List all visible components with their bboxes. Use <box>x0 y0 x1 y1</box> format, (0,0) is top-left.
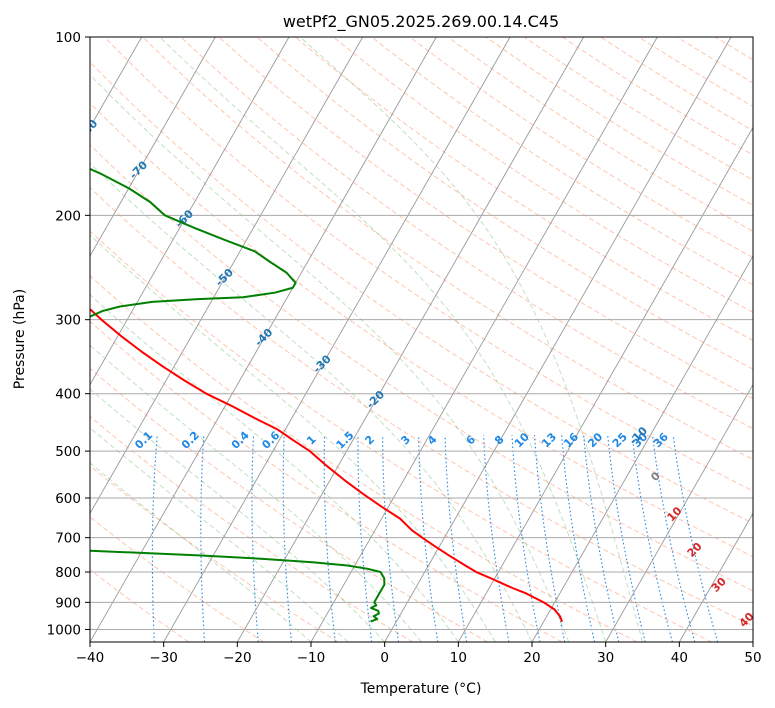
isotherm <box>605 383 753 642</box>
isotherm <box>384 37 732 642</box>
moist-adiabat <box>90 162 533 642</box>
moist-adiabat <box>90 388 386 642</box>
y-tick-label: 800 <box>55 565 81 581</box>
plot-frame <box>89 36 754 643</box>
isotherm-label: -80 <box>77 117 100 140</box>
mixing-ratio-line <box>357 435 373 642</box>
x-tick-label: 0 <box>380 650 389 666</box>
dry-adiabat <box>90 61 753 525</box>
mixing-ratio-line <box>418 435 439 642</box>
isotherm <box>310 37 658 642</box>
mixing-ratio-line <box>583 435 620 642</box>
isotherm <box>457 126 753 642</box>
y-tick-label: 700 <box>55 531 81 547</box>
dry-adiabat <box>90 144 753 592</box>
mixing-ratio-line <box>282 435 292 642</box>
mixing-ratio-line <box>151 435 158 642</box>
x-tick-label: 50 <box>744 650 761 666</box>
dry-adiabat <box>752 37 753 38</box>
isotherm <box>90 37 290 386</box>
y-tick-label: 900 <box>55 595 81 611</box>
dry-adiabat <box>256 37 753 370</box>
dry-adiabat <box>90 320 563 642</box>
x-tick-label: 20 <box>523 650 540 666</box>
x-tick-label: −30 <box>149 650 178 666</box>
mixing-ratio-line <box>607 435 646 642</box>
mixing-ratio-line <box>382 435 400 642</box>
y-tick-label: 600 <box>55 491 81 507</box>
dry-adiabat <box>90 569 190 642</box>
dry-adiabat <box>90 275 638 642</box>
dry-adiabat <box>142 37 753 461</box>
mixing-ratio-line <box>323 435 336 642</box>
x-axis-label: Temperature (°C) <box>360 681 482 697</box>
dry-adiabat <box>294 37 753 341</box>
moist-adiabat <box>90 294 459 642</box>
dry-adiabat <box>90 102 753 558</box>
isotherm <box>236 37 585 642</box>
y-tick-label: 300 <box>55 313 81 329</box>
moist-adiabat <box>90 234 496 642</box>
y-tick-label: 400 <box>55 387 81 403</box>
dry-adiabat <box>333 37 753 313</box>
isotherm <box>163 37 511 642</box>
y-axis-label: Pressure (hPa) <box>12 289 28 389</box>
x-tick-label: −10 <box>297 650 326 666</box>
dry-adiabat <box>90 230 712 642</box>
isotherm <box>752 641 753 642</box>
mixing-ratio-line <box>483 435 510 642</box>
moist-adiabat <box>90 74 570 642</box>
moist-adiabat <box>159 37 607 642</box>
mixing-ratio-line <box>561 435 596 642</box>
x-tick-label: 30 <box>597 650 614 666</box>
y-tick-label: 200 <box>55 208 81 224</box>
moist-adiabat <box>90 427 349 642</box>
y-tick-label: 100 <box>55 30 81 46</box>
dry-adiabat <box>104 37 753 492</box>
isotherm-label: -100 <box>0 30 4 59</box>
dry-adiabat <box>90 367 488 642</box>
x-tick-label: −40 <box>76 650 105 666</box>
isotherm <box>678 512 753 642</box>
y-tick-label: 500 <box>55 444 81 460</box>
isotherm <box>90 37 216 257</box>
isotherm <box>90 37 364 515</box>
isotherm-label: -90 <box>29 72 52 95</box>
isotherm <box>531 255 753 642</box>
x-tick-label: 40 <box>671 650 688 666</box>
moist-adiabat <box>299 37 643 642</box>
mixing-ratio-line <box>200 435 206 642</box>
y-tick-label: 1000 <box>47 622 81 638</box>
chart-title: wetPf2_GN05.2025.269.00.14.C45 <box>283 12 559 32</box>
isotherm <box>90 37 437 642</box>
isotherm <box>0 37 68 642</box>
dewpoint-profile <box>90 167 386 623</box>
dry-adiabat <box>90 186 753 627</box>
dry-adiabat <box>90 516 264 642</box>
mixing-ratio-line <box>251 435 259 642</box>
mixing-ratio-line <box>511 435 541 642</box>
x-tick-label: 10 <box>450 650 467 666</box>
x-tick-label: −20 <box>223 650 252 666</box>
temperature-profile <box>90 307 564 622</box>
